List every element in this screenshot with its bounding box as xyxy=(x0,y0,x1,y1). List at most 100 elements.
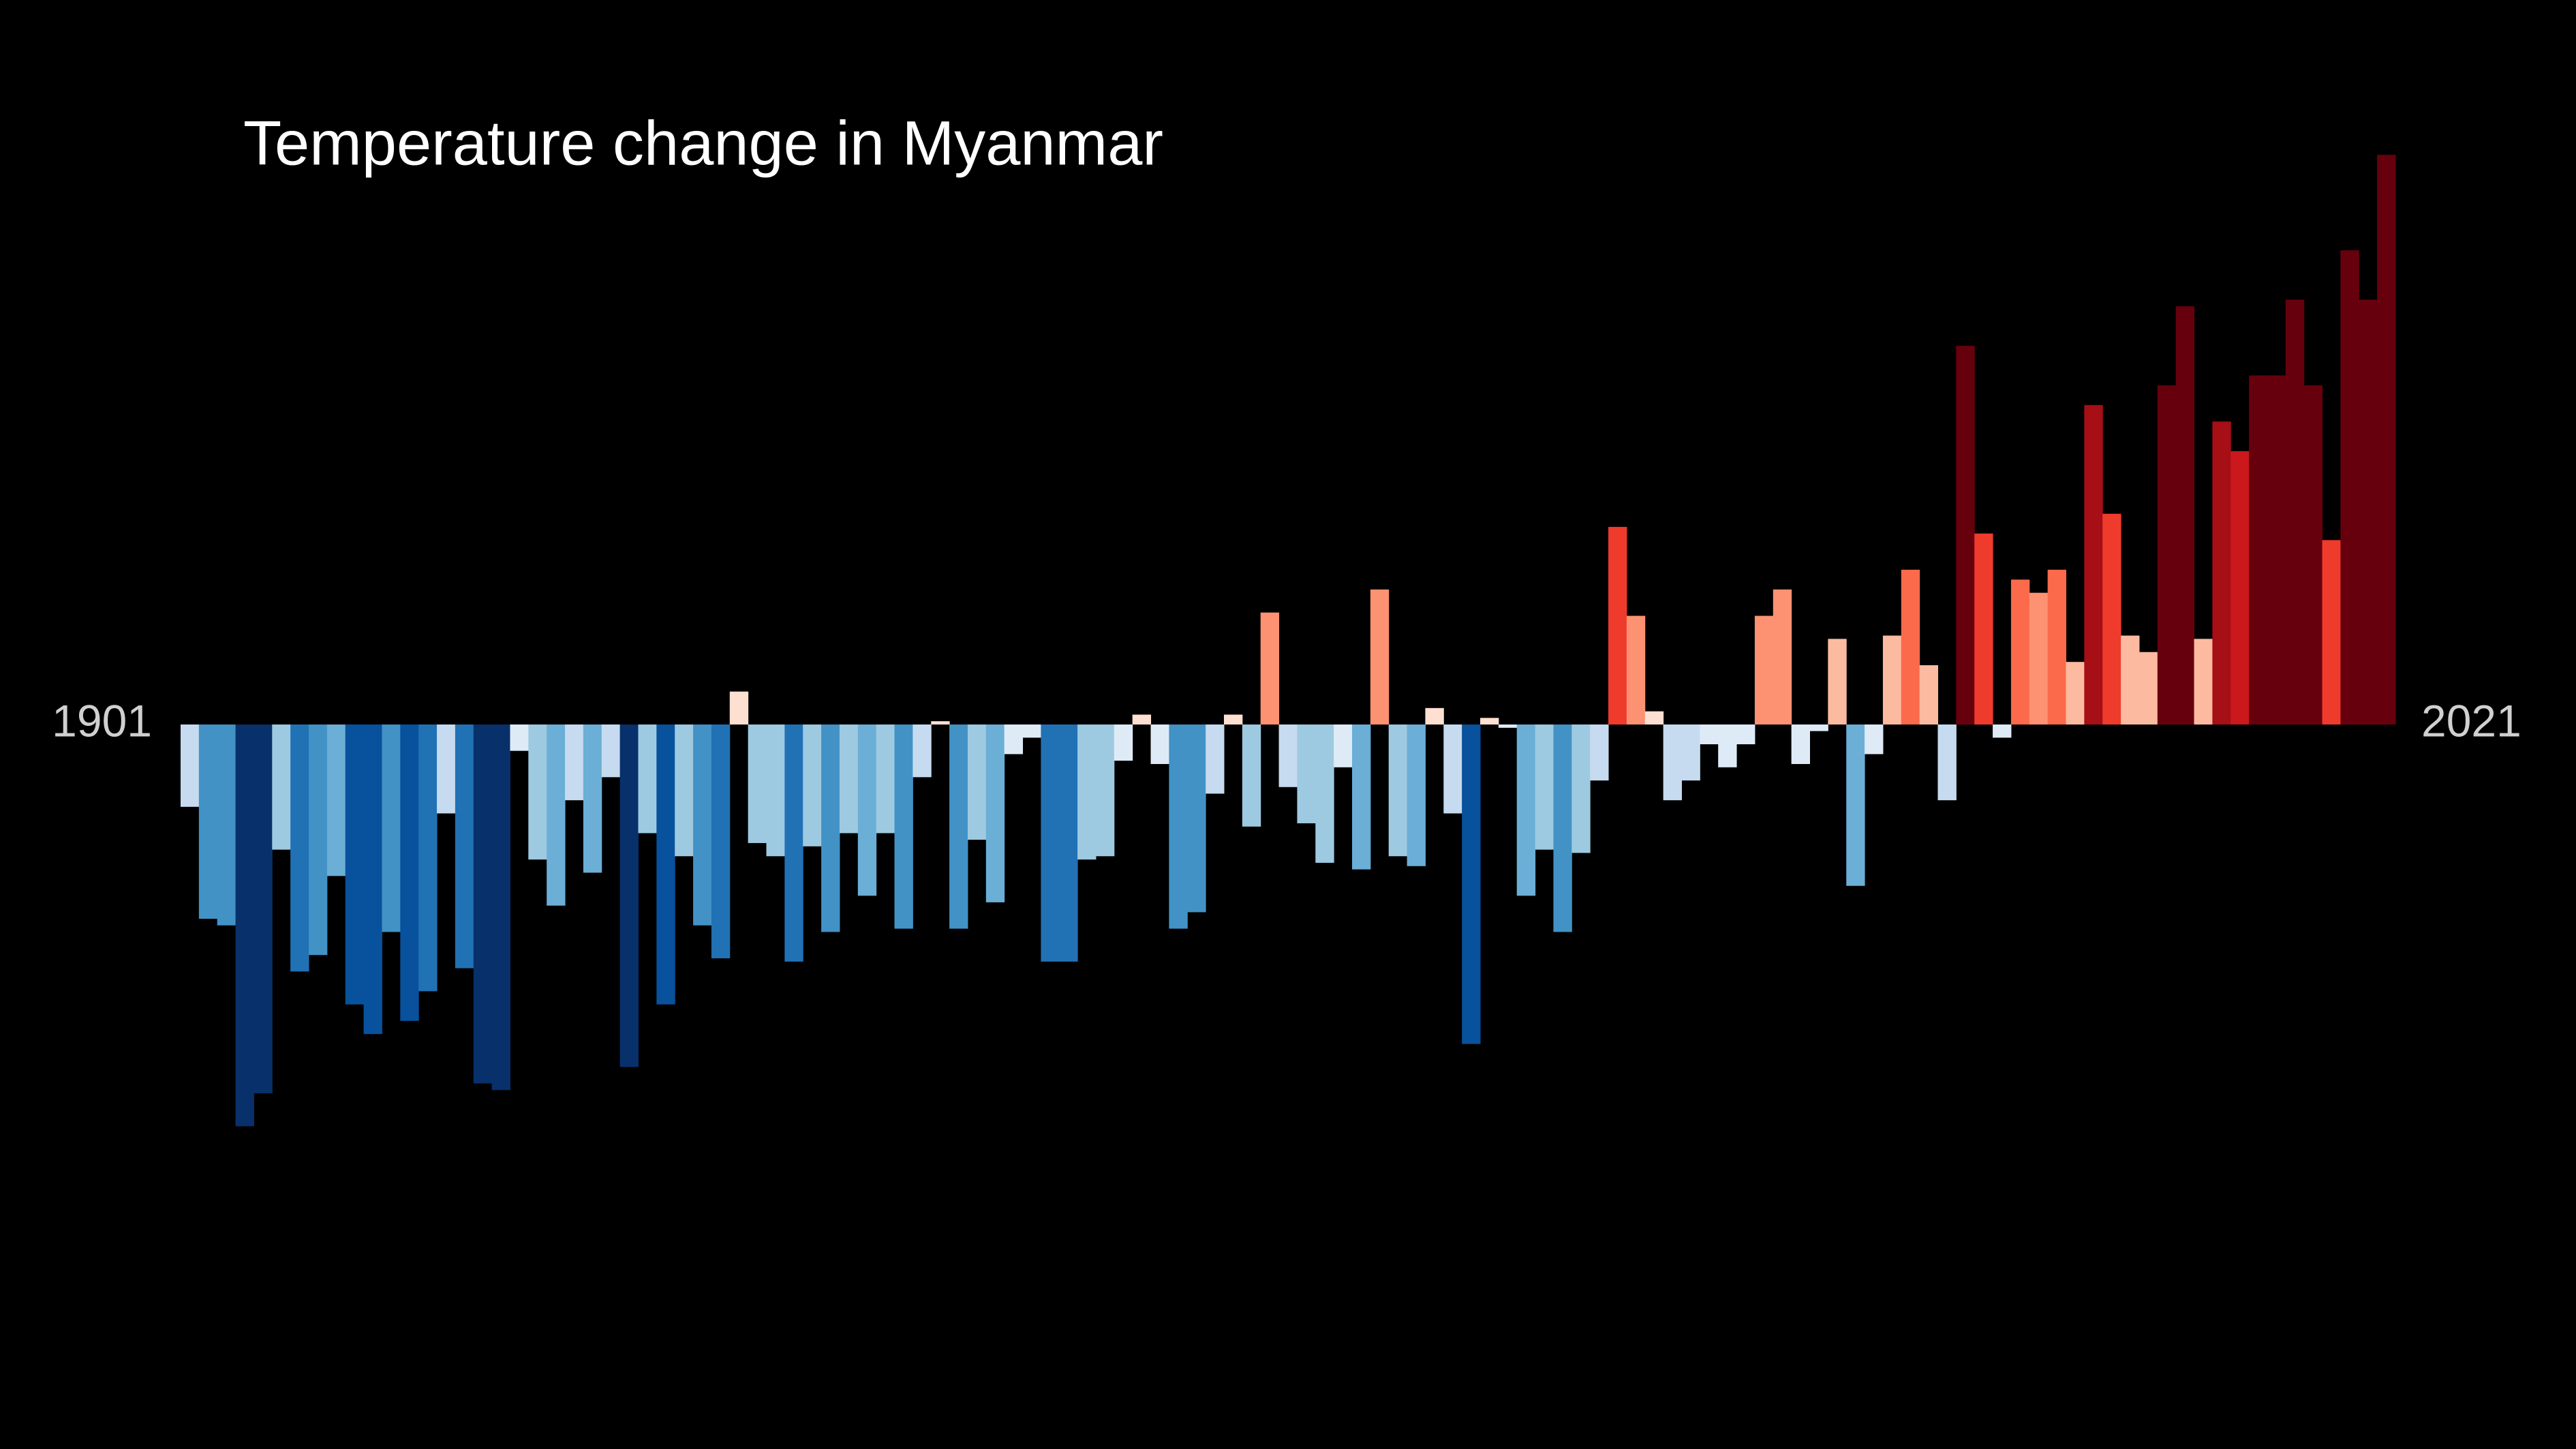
bar xyxy=(1700,724,1719,744)
bar xyxy=(601,724,621,778)
bar xyxy=(1498,724,1518,728)
bar xyxy=(455,724,474,968)
bar xyxy=(491,724,510,1090)
bar xyxy=(235,724,254,1127)
bar xyxy=(272,724,291,850)
bar xyxy=(1095,724,1115,857)
bar xyxy=(748,724,767,843)
bar xyxy=(803,724,822,846)
bar xyxy=(1865,724,1884,754)
bar xyxy=(1260,612,1280,724)
bar xyxy=(547,724,566,906)
bar xyxy=(1882,635,1902,724)
bar xyxy=(1553,724,1572,932)
bar xyxy=(326,724,346,876)
bar xyxy=(1608,527,1627,724)
bar xyxy=(675,724,694,857)
bar xyxy=(1846,724,1865,886)
bar xyxy=(1334,724,1353,767)
bar xyxy=(949,724,968,929)
bar xyxy=(2340,250,2359,725)
bar xyxy=(1425,707,1444,724)
bar xyxy=(198,724,218,919)
bar xyxy=(1022,724,1041,738)
bar xyxy=(1535,724,1554,850)
bar xyxy=(418,724,438,992)
bar xyxy=(2029,592,2049,724)
bar xyxy=(1223,714,1243,724)
bar xyxy=(656,724,675,1005)
bar xyxy=(1974,533,1993,724)
bar xyxy=(619,724,639,1067)
bar xyxy=(2249,375,2268,724)
bar xyxy=(913,724,932,778)
bar xyxy=(1571,724,1591,853)
bar xyxy=(2377,155,2396,724)
bar xyxy=(309,724,328,956)
bar xyxy=(1773,589,1792,724)
bar xyxy=(1352,724,1371,870)
bar xyxy=(1041,724,1060,962)
bar xyxy=(382,724,401,932)
bar xyxy=(1828,639,1847,724)
bar xyxy=(1736,724,1755,744)
bar xyxy=(2303,385,2323,724)
bar xyxy=(2010,579,2030,724)
bar xyxy=(217,724,236,926)
bar xyxy=(2359,299,2378,725)
bar xyxy=(2230,451,2250,724)
bar xyxy=(821,724,840,932)
bar xyxy=(473,724,493,1084)
bar xyxy=(729,691,749,724)
bar xyxy=(1590,724,1609,781)
bar xyxy=(1516,724,1536,896)
bar xyxy=(400,724,419,1021)
bar xyxy=(1114,724,1133,761)
bar xyxy=(1644,711,1664,724)
bar xyxy=(1663,724,1682,801)
bar xyxy=(1809,724,1828,731)
bar xyxy=(1901,569,1920,724)
bar xyxy=(784,724,803,962)
bar xyxy=(1754,615,1774,724)
bar xyxy=(254,724,273,1094)
bar xyxy=(876,724,895,834)
bar xyxy=(2138,652,2158,724)
bar xyxy=(2175,306,2195,724)
bar xyxy=(510,724,529,751)
bar xyxy=(2084,405,2103,724)
bar xyxy=(2047,569,2067,724)
bar xyxy=(1150,724,1169,764)
bar xyxy=(1443,724,1462,814)
bar xyxy=(2121,635,2140,724)
bar xyxy=(1169,724,1188,929)
bar xyxy=(181,724,200,807)
bar xyxy=(363,724,382,1035)
bar xyxy=(1297,724,1316,823)
bar xyxy=(2212,421,2231,724)
bar xyxy=(1187,724,1206,913)
bar xyxy=(1278,724,1298,787)
bar xyxy=(1681,724,1700,781)
bar xyxy=(1388,724,1408,857)
bar xyxy=(2102,513,2121,724)
bar xyxy=(931,721,950,724)
bar xyxy=(985,724,1005,902)
bar xyxy=(2322,540,2341,724)
bar xyxy=(1791,724,1810,764)
bar xyxy=(1462,724,1481,1044)
bar xyxy=(638,724,657,834)
bar xyxy=(1206,724,1225,794)
bar xyxy=(1993,724,2012,738)
bar xyxy=(1004,724,1024,754)
bar xyxy=(2157,385,2177,724)
bar xyxy=(1919,665,1939,724)
bar xyxy=(290,724,309,972)
bar xyxy=(1315,724,1334,863)
bar xyxy=(583,724,602,873)
bar xyxy=(1480,718,1499,724)
bar xyxy=(1242,724,1261,827)
bar xyxy=(766,724,785,857)
bar xyxy=(565,724,584,801)
